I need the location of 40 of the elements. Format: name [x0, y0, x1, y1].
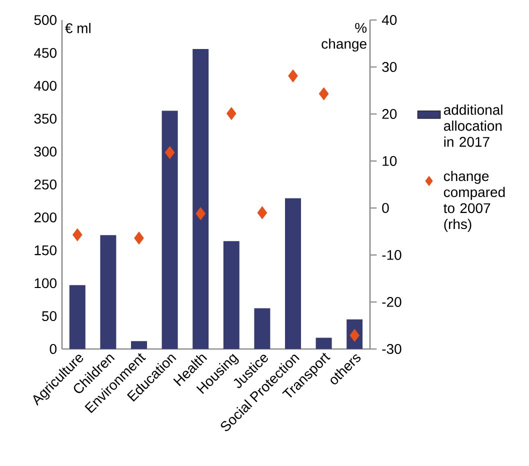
y-tick-label: 300	[34, 146, 57, 157]
legend-label: additional allocation in 2017	[444, 104, 502, 147]
point	[288, 70, 298, 82]
point	[72, 228, 82, 242]
bar	[254, 308, 270, 349]
bar	[131, 341, 148, 349]
bar	[100, 235, 116, 349]
point	[164, 146, 175, 159]
legend-label: change compared to 2007 (rhs)	[444, 170, 505, 232]
y-tick-label: 100	[34, 278, 57, 288]
y2-tick-label: -10	[382, 250, 402, 260]
y2-axis-title: % change	[322, 22, 367, 52]
y-tick-label: 450	[34, 48, 57, 58]
bar	[316, 338, 332, 349]
y2-tick-label: 10	[382, 156, 397, 166]
point	[318, 87, 329, 100]
y-tick-label: 0	[50, 344, 57, 354]
y2-tick-label: 30	[382, 62, 397, 72]
y-tick-label: 150	[34, 245, 57, 256]
bar	[285, 198, 301, 349]
y2-tick-label: 40	[382, 15, 397, 25]
point	[226, 107, 236, 120]
point	[134, 232, 144, 244]
point	[257, 206, 268, 220]
y-axis-title: € ml	[65, 22, 90, 34]
y2-tick-label: 0	[382, 203, 389, 213]
bar	[162, 110, 178, 349]
bar	[69, 285, 86, 349]
y-tick-label: 50	[42, 311, 57, 322]
bar	[223, 241, 240, 349]
point	[196, 207, 206, 220]
y2-tick-label: -20	[382, 297, 402, 307]
y-tick-label: 350	[34, 114, 57, 124]
y2-tick-label: 20	[382, 109, 397, 119]
y2-tick-label: -30	[382, 344, 402, 354]
y-tick-label: 400	[34, 80, 57, 91]
bar	[192, 48, 209, 349]
y-tick-label: 200	[34, 212, 57, 222]
y-tick-label: 500	[34, 15, 57, 25]
y-tick-label: 250	[34, 180, 57, 190]
